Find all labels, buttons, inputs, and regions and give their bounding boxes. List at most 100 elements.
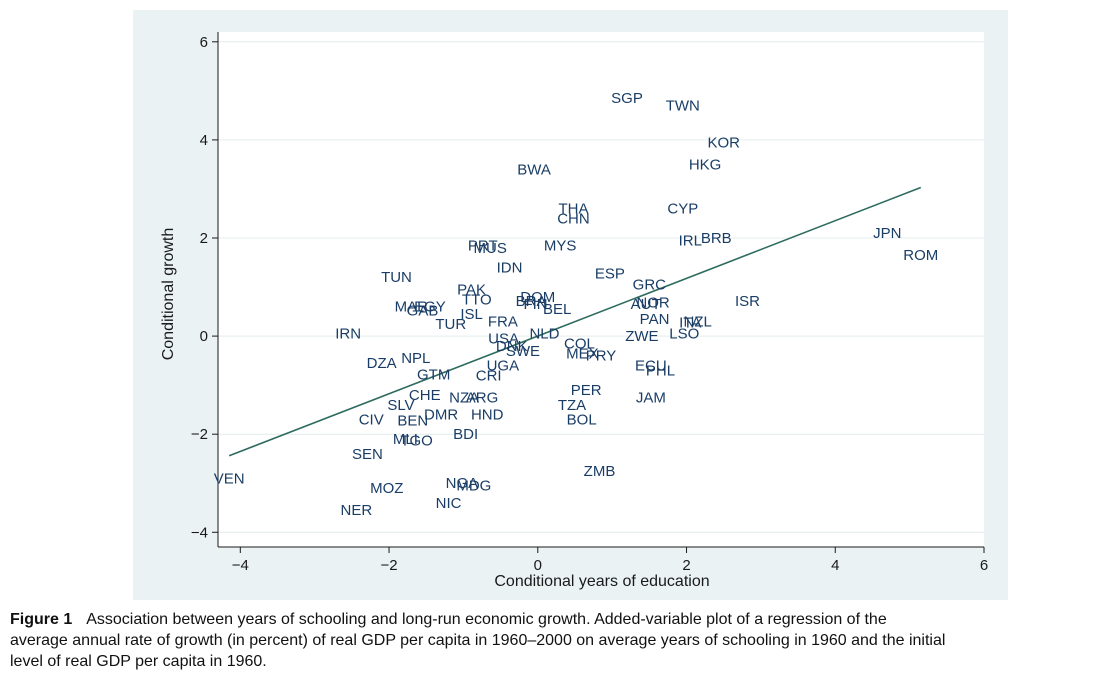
point-label-mus: MUS [474,240,507,257]
point-label-mex: MEX [566,345,599,362]
y-tick-label: −2 [191,426,208,443]
point-label-fin: FIN [523,296,547,313]
point-label-nor: NOR [636,295,670,312]
point-label-ben: BEN [397,412,428,429]
point-label-hnd: HND [471,407,504,424]
point-label-ita: ITA [679,314,701,331]
y-tick-label: 6 [200,34,208,51]
y-tick-label: 4 [200,132,208,149]
fit-line-layer [228,186,922,457]
plot-area [218,32,984,547]
point-label-arg: ARG [466,389,499,406]
caption-text-1: Association between years of schooling a… [86,611,887,628]
point-label-tgo: TGO [400,433,433,450]
point-label-che: CHE [409,387,441,404]
x-axis-title: Conditional years of education [494,573,709,590]
y-tick-label: 0 [200,328,208,345]
point-label-fra: FRA [488,313,518,330]
point-label-egy: EGY [414,299,446,316]
caption-line-2: average annual rate of growth (in percen… [10,632,946,649]
point-label-esp: ESP [595,265,625,282]
point-label-civ: CIV [359,411,384,428]
point-label-pan: PAN [640,311,670,328]
point-label-twn: TWN [666,98,700,115]
point-label-pak: PAK [457,282,486,299]
point-label-jpn: JPN [873,225,901,242]
figure-panel: −4 −2 0 2 4 6 −4 −2 0 2 4 6 SGP TWN KOR HKG BWA THA CHN CY… [133,10,1008,600]
point-label-nic: NIC [436,495,462,512]
point-label-mar: MAR [395,299,429,316]
point-label-grc: GRC [633,277,667,294]
x-tick-label: 0 [534,557,542,574]
y-tick-label: −4 [191,524,208,541]
caption-line-1: Figure 1 Association between years of sch… [10,609,1107,630]
point-label-sgp: SGP [611,90,643,107]
point-label-ner: NER [340,502,372,519]
point-label-dmr: DMR [424,407,458,424]
caption-label: Figure 1 [10,611,73,628]
x-tick-label: −2 [380,557,397,574]
point-label-slv: SLV [387,397,414,414]
point-label-rom: ROM [903,247,938,264]
point-label-lso: LSO [669,326,699,343]
axes: −4 −2 0 2 4 6 −4 −2 0 2 4 6 [191,32,988,574]
point-label-irl: IRL [679,232,702,249]
point-label-mli: MLI [393,431,418,448]
point-label-zwe: ZWE [625,328,658,345]
point-label-kor: KOR [707,134,740,151]
point-label-idn: IDN [497,259,523,276]
point-label-bdi: BDI [453,426,478,443]
point-label-pry: PRY [586,348,617,365]
point-label-dza: DZA [367,355,397,372]
point-label-chn: CHN [557,210,590,227]
point-label-dom: DOM [520,289,555,306]
point-label-aut: AUT [631,296,661,313]
x-tick-label: 2 [682,557,690,574]
point-label-nga: NGA [446,475,479,492]
point-label-per: PER [571,382,602,399]
point-label-tto: TTO [462,291,492,308]
point-label-dnk: DNK [496,338,528,355]
point-label-gab: GAB [407,303,439,320]
y-axis-title: Conditional growth [160,228,177,361]
point-label-isl: ISL [460,306,483,323]
point-label-phl: PHL [646,362,675,379]
point-label-brb: BRB [701,230,732,247]
point-label-cri: CRI [476,367,502,384]
point-label-isr: ISR [735,293,760,310]
x-tick-label: 4 [831,557,839,574]
x-tick-label: −4 [232,557,249,574]
point-label-gtm: GTM [417,366,450,383]
point-label-usa: USA [488,331,519,348]
point-label-nza: NZA [449,389,479,406]
point-label-ecu: ECU [635,358,667,375]
point-label-tha: THA [558,201,588,218]
gridlines [218,41,984,533]
fit-line [228,186,922,457]
point-label-moz: MOZ [370,480,403,497]
point-label-swe: SWE [506,343,540,360]
point-label-mys: MYS [544,237,577,254]
point-label-zmb: ZMB [584,463,616,480]
point-label-irn: IRN [335,326,361,343]
point-label-uga: UGA [487,358,520,375]
point-label-nzl: NZL [684,313,712,330]
point-label-bol: BOL [567,411,597,428]
point-label-sen: SEN [352,446,383,463]
point-label-tur: TUR [435,316,466,333]
point-label-npl: NPL [401,350,430,367]
point-label-tza: TZA [558,397,586,414]
figure-caption: Figure 1 Association between years of sch… [10,609,1107,672]
x-tick-label: 6 [980,557,988,574]
y-tick-label: 2 [200,230,208,247]
point-label-nld: NLD [529,326,559,343]
point-label-col: COL [564,335,595,352]
point-label-bra: BRA [516,293,547,310]
point-label-tun: TUN [381,269,412,286]
point-label-cyp: CYP [667,201,698,218]
point-label-hkg: HKG [689,156,722,173]
point-label-mdg: MDG [456,478,491,495]
caption-line-3: level of real GDP per capita in 1960. [10,653,267,670]
